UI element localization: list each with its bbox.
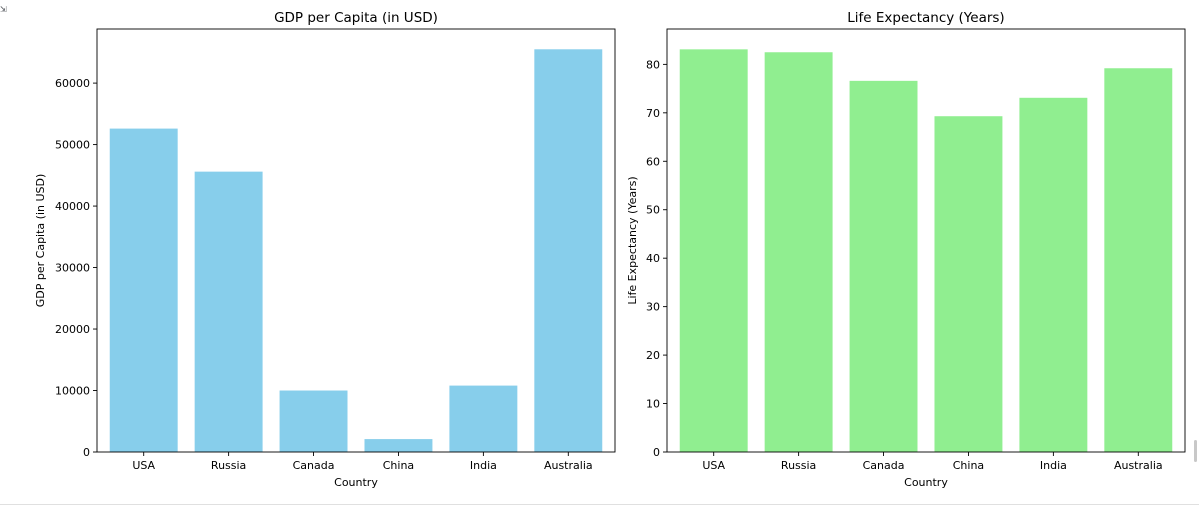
y-tick-label: 20 <box>646 349 660 362</box>
y-tick-label: 0 <box>83 446 90 459</box>
chart-1: USA Russia Canada China India Australia 0 10000… <box>34 10 616 489</box>
y-tick-label: 10 <box>646 398 660 411</box>
y-axis-label: GDP per Capita (in USD) <box>34 174 47 308</box>
y-tick-label: 50 <box>646 204 660 217</box>
y-tick-label: 0 <box>653 446 660 459</box>
x-tick-label: USA <box>702 459 725 472</box>
x-tick-label: Canada <box>863 459 905 472</box>
y-tick-label: 10000 <box>55 385 90 398</box>
x-tick-label: Russia <box>781 459 816 472</box>
y-tick-label: 60 <box>646 155 660 168</box>
bar-india <box>449 385 518 452</box>
plot-frame <box>96 28 616 453</box>
x-tick-label: Australia <box>544 459 593 472</box>
x-tick-label: China <box>953 459 984 472</box>
bar-usa <box>679 49 748 452</box>
bar-usa <box>109 128 178 452</box>
y-tick-label: 60000 <box>55 77 90 90</box>
scrollbar-thumb[interactable] <box>1194 440 1197 462</box>
y-tick-label: 40 <box>646 252 660 265</box>
x-axis-label: Country <box>334 476 378 489</box>
chart-title: Life Expectancy (Years) <box>847 10 1004 26</box>
x-tick-label: Australia <box>1114 459 1163 472</box>
bar-canada <box>849 80 918 452</box>
bar-australia <box>534 49 603 452</box>
bar-china <box>364 439 433 452</box>
y-tick-label: 30 <box>646 301 660 314</box>
x-tick-label: India <box>470 459 497 472</box>
y-tick-label: 20000 <box>55 323 90 336</box>
y-axis-label: Life Expectancy (Years) <box>626 176 639 304</box>
x-tick-label: China <box>383 459 414 472</box>
x-axis-label: Country <box>904 476 948 489</box>
bar-russia <box>764 52 833 452</box>
bar-china <box>934 116 1003 452</box>
output-expand-icon[interactable]: ⇲ <box>0 2 7 15</box>
y-tick-label: 80 <box>646 58 660 71</box>
bar-australia <box>1104 68 1173 452</box>
y-tick-label: 30000 <box>55 262 90 275</box>
chart-2: USA Russia Canada China India Australia 0 10 20 3… <box>626 10 1186 489</box>
x-tick-label: Russia <box>211 459 246 472</box>
chart-title: GDP per Capita (in USD) <box>274 10 438 26</box>
x-tick-label: India <box>1040 459 1067 472</box>
x-tick-label: USA <box>132 459 155 472</box>
bar-russia <box>194 171 263 452</box>
output-divider <box>0 504 1199 505</box>
x-tick-label: Canada <box>293 459 335 472</box>
y-tick-label: 70 <box>646 107 660 120</box>
figure: USA Russia Canada China India Australia 0 10000… <box>34 10 1186 489</box>
y-tick-label: 50000 <box>55 139 90 152</box>
y-tick-label: 40000 <box>55 200 90 213</box>
bar-canada <box>279 390 348 452</box>
plot-frame <box>666 28 1186 453</box>
bar-india <box>1019 97 1088 453</box>
